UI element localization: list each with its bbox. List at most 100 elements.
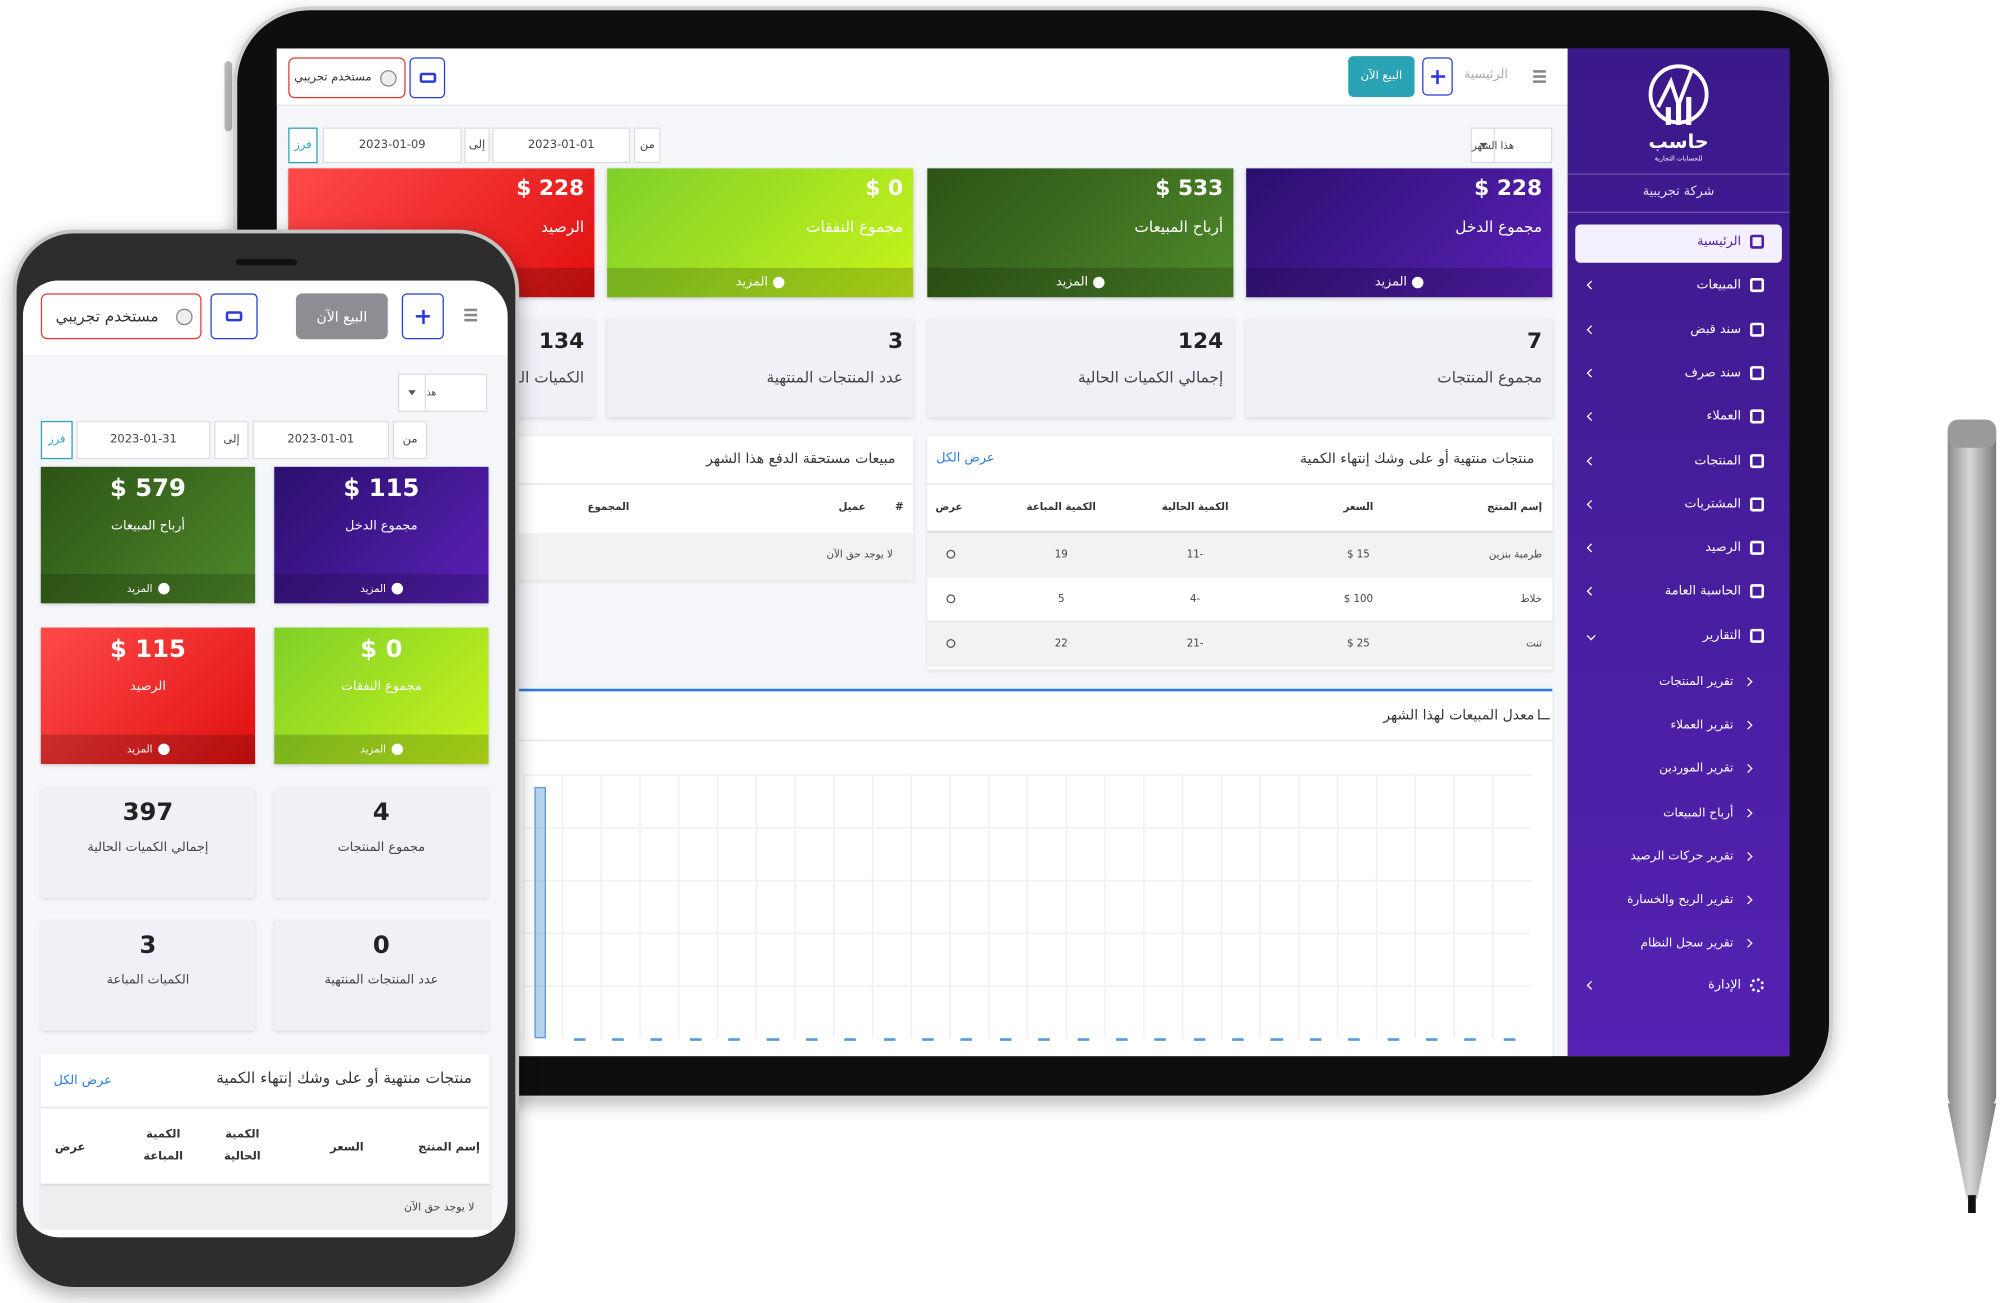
column-header: السعر xyxy=(1343,501,1374,513)
plus-icon xyxy=(421,309,425,324)
card-footer[interactable]: المزيد xyxy=(607,267,914,298)
menu-item[interactable]: الرصيد xyxy=(1705,540,1742,555)
more-link[interactable]: المزيد xyxy=(126,743,153,756)
date-field[interactable]: إلى xyxy=(464,127,490,164)
date-field[interactable]: 2023-01-01 xyxy=(252,420,390,460)
plus-button[interactable] xyxy=(1422,57,1453,96)
apply-button[interactable]: فرز xyxy=(40,420,73,460)
card-footer[interactable]: المزيد xyxy=(274,573,489,604)
bar xyxy=(883,1038,895,1041)
date-field[interactable]: من xyxy=(633,127,661,164)
card-value: $ 115 xyxy=(110,635,186,664)
view-icon[interactable] xyxy=(946,594,956,604)
divider xyxy=(40,1183,490,1187)
table-cell: $ 25 xyxy=(1347,637,1370,650)
bar xyxy=(1193,1038,1206,1041)
apply-button[interactable]: فرز xyxy=(288,127,318,164)
submenu-item[interactable]: تقرير حركات الرصيد xyxy=(1630,849,1734,864)
divider xyxy=(276,739,1553,742)
menu-item[interactable]: العملاء xyxy=(1706,409,1742,424)
date-field[interactable]: إلى xyxy=(214,420,249,460)
menu-icon xyxy=(1749,322,1765,337)
menu-item[interactable]: المبيعات xyxy=(1696,278,1742,293)
icon-button[interactable] xyxy=(210,293,258,340)
card-footer[interactable]: المزيد xyxy=(927,267,1234,298)
submenu-item[interactable]: أرباح المبيعات xyxy=(1663,805,1734,820)
more-link[interactable]: المزيد xyxy=(1056,275,1089,290)
card-label: أرباح المبيعات xyxy=(110,519,185,534)
submenu-item[interactable]: تقرير العملاء xyxy=(1670,718,1734,733)
submenu-item[interactable]: تقرير الربح والخسارة xyxy=(1627,892,1734,907)
stat-card: 397 إجمالي الكميات الحالية xyxy=(40,788,256,898)
submenu-item[interactable]: تقرير سجل النظام xyxy=(1640,936,1734,951)
more-link[interactable]: المزيد xyxy=(1374,275,1407,290)
stylus xyxy=(1947,419,1997,1214)
icon-button[interactable] xyxy=(409,57,446,99)
menu-icon xyxy=(1749,584,1765,599)
bar xyxy=(1038,1038,1051,1041)
menu-item[interactable]: المنتجات xyxy=(1694,453,1742,468)
sell-button[interactable]: البيع الآن xyxy=(295,293,388,340)
arrow-icon xyxy=(1093,276,1105,289)
logo xyxy=(1648,64,1709,125)
date-field[interactable]: من xyxy=(392,420,428,460)
menu-item[interactable]: سند صرف xyxy=(1684,365,1742,380)
card-label: مجموع الدخل xyxy=(345,519,418,534)
summary-card: $ 0 مجموع النفقات المزيد xyxy=(274,627,489,765)
card-footer[interactable]: المزيد xyxy=(274,734,489,765)
menu-item[interactable]: الرئيسية xyxy=(1697,234,1742,249)
icon xyxy=(225,311,243,322)
view-all-link[interactable]: عرض الكل xyxy=(53,1073,112,1089)
empty-message: لا يوجد حق الآن xyxy=(404,1201,475,1215)
date-field[interactable]: 2023-01-09 xyxy=(322,127,462,164)
menu-item[interactable]: سند قبض xyxy=(1690,322,1742,337)
date-field[interactable]: 2023-01-31 xyxy=(76,420,211,460)
plot-area xyxy=(522,774,1531,1039)
arrow-icon xyxy=(1412,276,1424,289)
stat-label: مجموع المنتجات xyxy=(1437,368,1543,387)
more-link[interactable]: المزيد xyxy=(360,743,386,756)
bar xyxy=(1387,1038,1399,1041)
card-footer[interactable]: المزيد xyxy=(1246,267,1553,298)
menu-item[interactable]: التقارير xyxy=(1702,628,1742,643)
user-name: مستخدم تجريبي xyxy=(294,71,372,85)
user-button[interactable]: مستخدم تجريبي xyxy=(288,57,406,99)
plus-button[interactable] xyxy=(401,293,444,340)
stat-value: 397 xyxy=(122,798,174,827)
view-all-link[interactable]: عرض الكل xyxy=(936,451,995,466)
more-link[interactable]: المزيد xyxy=(360,582,386,595)
more-link[interactable]: المزيد xyxy=(735,275,768,290)
stat-value: 7 xyxy=(1526,329,1543,355)
view-icon[interactable] xyxy=(946,639,956,648)
divider xyxy=(1567,173,1790,175)
menu-icon xyxy=(1749,497,1765,512)
menu-icon xyxy=(1533,70,1546,73)
card-footer[interactable]: المزيد xyxy=(40,573,256,604)
more-link[interactable]: المزيد xyxy=(126,582,153,595)
submenu-item[interactable]: تقرير المنتجات xyxy=(1659,674,1734,689)
row-band xyxy=(927,622,1553,668)
submenu-item[interactable]: تقرير الموردين xyxy=(1659,761,1734,777)
card-footer[interactable]: المزيد xyxy=(40,734,256,765)
card-value: $ 0 xyxy=(865,176,904,202)
divider xyxy=(1567,211,1790,214)
menu-item[interactable]: الحاسبة العامة xyxy=(1664,584,1742,599)
active-item[interactable] xyxy=(1575,224,1782,263)
column-header: الكمية المباعة xyxy=(1026,501,1096,513)
user-button[interactable]: مستخدم تجريبي xyxy=(40,293,202,340)
menu-icon xyxy=(1749,540,1765,555)
menu-item[interactable]: الإدارة xyxy=(1708,978,1742,993)
column-header: عرض xyxy=(935,501,963,513)
date-field[interactable]: 2023-01-01 xyxy=(492,127,631,164)
view-icon[interactable] xyxy=(946,549,956,559)
chevron xyxy=(1586,543,1596,553)
stat-value: 3 xyxy=(139,931,157,960)
caret xyxy=(408,390,416,396)
sell-button[interactable]: البيع الآن xyxy=(1348,56,1415,97)
bar xyxy=(689,1038,702,1041)
arrow-icon xyxy=(157,582,170,595)
menu-item[interactable]: المشتريات xyxy=(1684,497,1742,512)
chevron xyxy=(1586,280,1596,290)
menu-icon xyxy=(1749,978,1765,993)
panel-title: مبيعات مستحقة الدفع هذا الشهر xyxy=(706,450,896,467)
